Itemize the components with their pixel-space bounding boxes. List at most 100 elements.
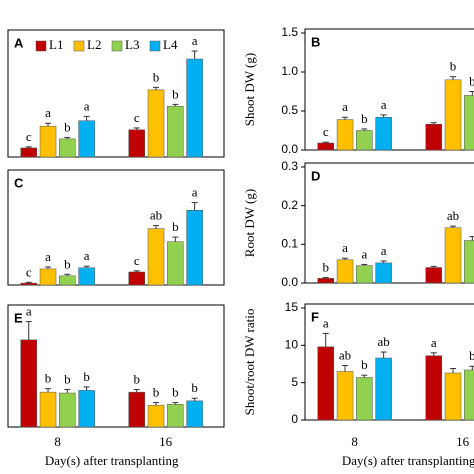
error-bar <box>25 321 32 340</box>
significance-letter: b <box>322 260 329 275</box>
legend-label: L4 <box>163 37 178 52</box>
bar <box>147 228 165 286</box>
error-bar <box>153 402 160 406</box>
plot-frame <box>304 162 474 284</box>
error-bar <box>45 122 52 127</box>
error-bar <box>430 265 437 268</box>
error-bar <box>133 270 140 272</box>
bar <box>128 391 145 428</box>
x-tick-label: 8 <box>54 434 61 449</box>
plot-frame <box>7 29 225 158</box>
significance-letter: a <box>361 246 367 261</box>
bar <box>375 262 392 284</box>
error-bar <box>322 277 329 279</box>
error-bar <box>45 266 52 269</box>
plot-frame <box>7 304 225 428</box>
error-bar <box>430 122 437 125</box>
x-tick-label: 16 <box>159 434 173 449</box>
bar <box>336 119 354 151</box>
significance-letter: c <box>26 129 32 144</box>
significance-letter: b <box>83 369 90 384</box>
error-bar <box>191 202 198 211</box>
error-bar <box>450 76 457 80</box>
error-bar <box>342 257 349 260</box>
y-tick-label: 1.0 <box>281 64 298 78</box>
significance-letter: ab <box>339 347 351 362</box>
significance-letter: b <box>64 256 71 271</box>
error-bar <box>25 281 32 284</box>
error-bar <box>380 260 387 263</box>
error-bar <box>191 50 198 60</box>
significance-letter: c <box>26 264 32 279</box>
significance-letter: a <box>381 97 387 112</box>
significance-letter: b <box>172 86 179 101</box>
x-tick-label: 16 <box>456 434 470 449</box>
y-tick-label: 1.5 <box>281 25 298 39</box>
bar <box>78 267 95 286</box>
error-bar <box>342 116 349 120</box>
error-bar <box>361 263 368 266</box>
panel-label: A <box>14 35 24 50</box>
error-bar <box>172 236 179 242</box>
x-axis-label: Day(s) after transplanting <box>45 453 179 468</box>
significance-letter: b <box>45 371 52 386</box>
error-bar <box>361 374 368 378</box>
y-tick-label: 0.1 <box>281 237 298 251</box>
bar <box>20 339 37 428</box>
error-bar <box>380 351 387 359</box>
bar <box>444 372 462 421</box>
error-bar <box>133 127 140 130</box>
bar <box>167 241 184 286</box>
significance-letter: b <box>153 385 160 400</box>
error-bar <box>380 114 387 118</box>
error-bar <box>25 146 32 148</box>
legend-swatch <box>149 40 161 52</box>
error-bar <box>469 365 474 370</box>
error-bar <box>450 225 457 228</box>
error-bar <box>191 397 198 401</box>
error-bar <box>172 103 179 107</box>
bar <box>39 268 57 286</box>
bar <box>336 371 354 421</box>
y-tick-label: 15 <box>285 300 299 314</box>
significance-letter: c <box>134 253 140 268</box>
plot-frame <box>7 169 225 286</box>
y-tick-label: 10 <box>285 338 299 352</box>
significance-letter: b <box>153 69 160 84</box>
significance-letter: a <box>26 304 32 319</box>
panel-label: D <box>311 168 320 183</box>
y-axis-label: Root DW (g) <box>242 189 257 257</box>
bar <box>78 120 95 158</box>
legend-label: L1 <box>49 37 63 52</box>
y-tick-label: 0.3 <box>281 159 298 173</box>
error-bar <box>469 91 474 96</box>
legend-swatch <box>73 40 85 52</box>
bar <box>78 390 95 428</box>
bar <box>464 240 474 284</box>
bar <box>147 89 165 158</box>
bar <box>59 275 76 286</box>
bar <box>59 138 76 158</box>
error-bar <box>153 86 160 90</box>
significance-letter: b <box>64 119 71 134</box>
significance-letter: c <box>134 110 140 125</box>
bar <box>20 282 37 286</box>
error-bar <box>322 332 329 347</box>
legend-label: L2 <box>87 37 101 52</box>
bar <box>375 357 392 421</box>
significance-letter: ab <box>377 334 389 349</box>
significance-letter: b <box>172 219 179 234</box>
significance-letter: a <box>84 98 90 113</box>
y-tick-label: 0.0 <box>281 142 298 156</box>
significance-letter: a <box>431 335 437 350</box>
error-bar <box>450 367 457 373</box>
error-bar <box>172 402 179 405</box>
bar <box>336 259 354 284</box>
panel-label: E <box>14 310 23 325</box>
y-axis-label: Shoot/root DW ratio <box>242 309 257 416</box>
significance-letter: b <box>361 357 368 372</box>
plot-frame <box>304 303 474 421</box>
legend-swatch <box>111 40 123 52</box>
error-bar <box>342 364 349 372</box>
significance-letter: a <box>45 105 51 120</box>
